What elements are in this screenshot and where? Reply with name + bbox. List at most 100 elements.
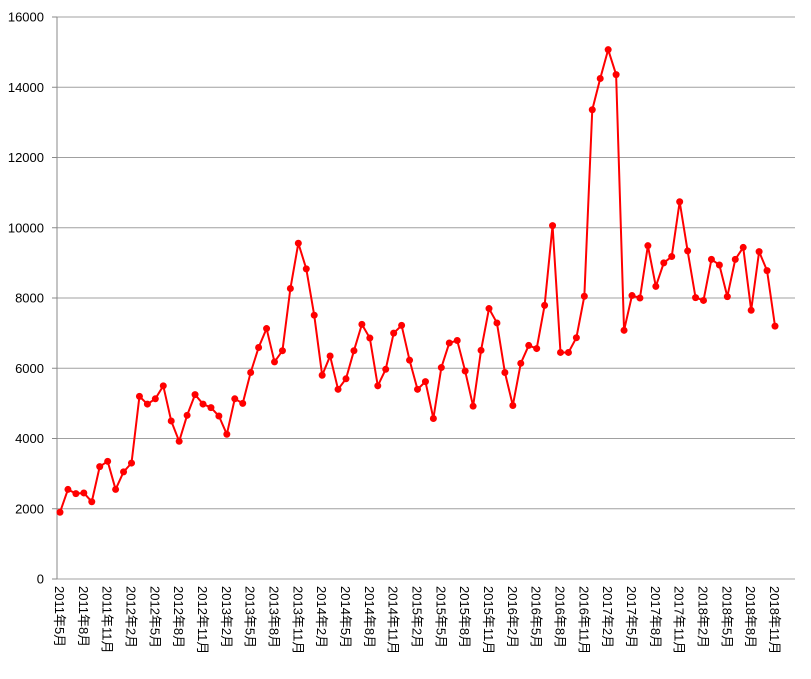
data-point: [437, 364, 445, 372]
x-tick-label: 2017年5月: [624, 586, 639, 648]
data-point: [398, 321, 406, 329]
x-tick-label: 2015年5月: [433, 586, 448, 648]
x-tick-label: 2013年11月: [290, 586, 305, 654]
x-tick-label: 2018年8月: [743, 586, 758, 648]
data-point: [588, 106, 596, 114]
x-tick-label: 2018年11月: [767, 586, 782, 654]
data-point: [96, 463, 104, 471]
data-point: [429, 414, 437, 422]
x-tick-label: 2017年2月: [600, 586, 615, 648]
x-tick-label: 2016年2月: [505, 586, 520, 648]
x-tick-label: 2018年5月: [719, 586, 734, 648]
data-point: [453, 337, 461, 345]
data-point: [255, 344, 263, 352]
data-point: [406, 356, 414, 364]
data-point: [342, 375, 350, 383]
x-tick-label: 2016年8月: [553, 586, 568, 648]
x-tick-label: 2014年2月: [314, 586, 329, 648]
data-point: [676, 198, 684, 206]
y-tick-label: 0: [37, 572, 44, 587]
data-point: [485, 305, 493, 313]
data-point: [374, 382, 382, 390]
data-point: [612, 71, 620, 79]
data-point: [112, 485, 120, 493]
data-point: [247, 368, 255, 376]
data-line: [59, 46, 776, 513]
data-point: [636, 294, 644, 302]
data-point: [151, 395, 159, 403]
data-point: [64, 485, 72, 493]
y-tick-label: 2000: [15, 501, 44, 516]
x-tick-label: 2013年2月: [219, 586, 234, 648]
data-point: [239, 399, 247, 407]
data-point: [715, 261, 723, 269]
x-tick-label: 2015年2月: [410, 586, 425, 648]
data-point: [302, 265, 310, 273]
data-point: [628, 292, 636, 300]
data-point: [549, 222, 557, 230]
y-tick-label: 10000: [8, 220, 44, 235]
x-tick-label: 2014年8月: [362, 586, 377, 648]
y-tick-label: 12000: [8, 150, 44, 165]
x-tick-label: 2014年5月: [338, 586, 353, 648]
x-tick-label: 2016年11月: [576, 586, 591, 654]
x-tick-label: 2017年8月: [648, 586, 663, 648]
data-point: [644, 242, 652, 250]
data-point: [580, 292, 588, 300]
data-point: [604, 46, 612, 54]
data-point: [668, 253, 676, 261]
data-point: [263, 325, 271, 333]
data-point: [477, 346, 485, 354]
x-tick-label: 2012年5月: [147, 586, 162, 648]
y-tick-label: 6000: [15, 361, 44, 376]
x-tick-label: 2018年2月: [696, 586, 711, 648]
data-point: [461, 367, 469, 375]
data-point: [541, 301, 549, 309]
data-point: [167, 417, 175, 425]
x-tick-label: 2012年2月: [124, 586, 139, 648]
x-tick-label: 2013年5月: [243, 586, 258, 648]
data-point: [692, 294, 700, 302]
data-point: [572, 334, 580, 342]
data-point: [159, 382, 167, 390]
data-point: [223, 430, 231, 438]
data-point: [747, 306, 755, 314]
data-point: [310, 311, 318, 319]
data-point: [318, 371, 326, 379]
data-point: [286, 285, 294, 293]
data-point: [652, 282, 660, 290]
data-point: [509, 401, 517, 409]
x-tick-label: 2012年8月: [171, 586, 186, 648]
data-point: [207, 404, 215, 412]
data-point: [445, 339, 453, 347]
data-point: [763, 267, 771, 275]
y-tick-label: 8000: [15, 291, 44, 306]
data-point: [382, 365, 390, 373]
data-point: [334, 385, 342, 393]
data-point: [199, 400, 207, 408]
data-point: [596, 74, 604, 82]
data-point: [493, 319, 501, 327]
data-point: [128, 459, 135, 467]
data-point: [501, 368, 509, 376]
x-tick-label: 2014年11月: [386, 586, 401, 654]
data-point: [215, 412, 223, 420]
data-point: [278, 347, 286, 355]
data-point: [175, 437, 183, 445]
data-point: [56, 508, 64, 516]
data-point: [620, 326, 628, 334]
data-point: [707, 255, 715, 263]
x-tick-label: 2013年8月: [267, 586, 282, 648]
data-point: [120, 468, 128, 476]
data-point: [80, 489, 88, 497]
data-point: [755, 248, 763, 256]
data-point: [326, 352, 334, 360]
data-point: [358, 320, 366, 328]
data-point: [469, 402, 477, 410]
data-point: [366, 334, 374, 342]
data-point: [557, 348, 564, 356]
data-point: [421, 378, 429, 386]
data-point: [414, 385, 421, 393]
data-point: [700, 296, 707, 304]
